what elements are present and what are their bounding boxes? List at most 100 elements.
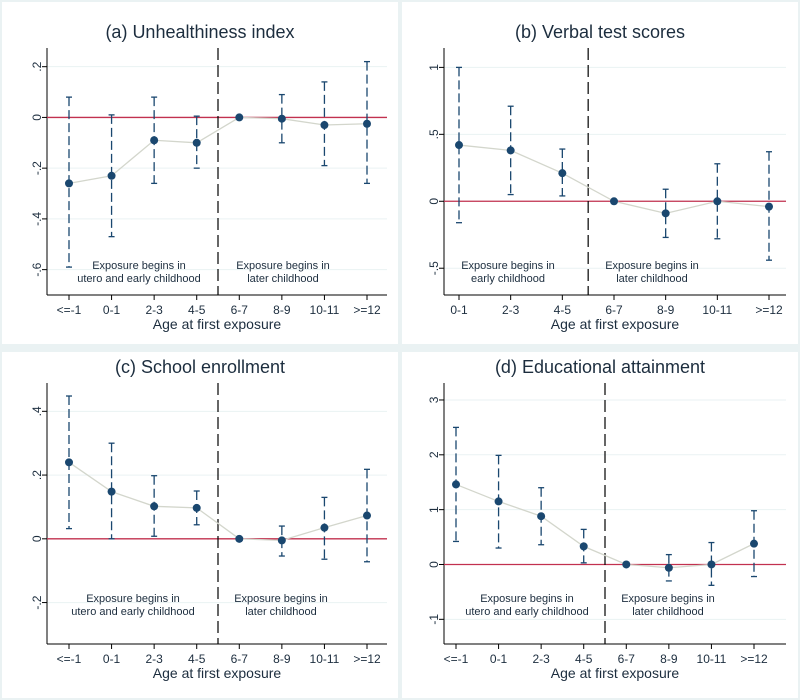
chart-title: (d) Educational attainment	[495, 357, 705, 377]
annotation-text: utero and early childhood	[77, 273, 201, 285]
panel-verbal-test-scores: (b) Verbal test scores 1 .5 0 -.5 0-1 2-3 4-5 6-…	[402, 2, 798, 344]
x-tick-label: >=12	[740, 652, 768, 666]
y-tick-label: -.5	[427, 261, 441, 275]
x-tick-label: 4-5	[575, 652, 593, 666]
y-tick-label: 2	[427, 451, 441, 458]
y-tick-label: .2	[30, 470, 44, 480]
estimate-point	[363, 511, 371, 520]
estimate-point	[107, 171, 116, 180]
estimate-point	[558, 169, 567, 178]
x-tick-label: 2-3	[145, 303, 163, 317]
y-tick-label: .2	[30, 61, 44, 71]
estimate-point	[235, 113, 244, 122]
x-tick-label: 8-9	[657, 303, 675, 317]
y-tick-label: 0	[427, 198, 441, 205]
y-tick-label: -.2	[30, 161, 44, 175]
x-axis-title: Age at first exposure	[153, 316, 282, 332]
x-axis-title: Age at first exposure	[551, 665, 680, 681]
x-tick-label: <=-1	[57, 303, 82, 317]
annotation-text: later childhood	[616, 273, 688, 285]
estimate-point	[320, 523, 329, 532]
x-axis-title: Age at first exposure	[551, 316, 680, 332]
estimate-connector-line	[68, 461, 368, 542]
y-tick-label: -.2	[30, 595, 44, 609]
annotation-text: Exposure begins in	[92, 260, 186, 272]
y-tick-label: -.6	[30, 262, 44, 276]
annotation-text: Exposure begins in	[480, 593, 574, 605]
y-tick-label: .4	[30, 406, 44, 416]
x-tick-label: 10-11	[310, 303, 340, 317]
annotation-text: later childhood	[247, 273, 319, 285]
estimate-connector-line	[68, 116, 368, 185]
x-tick-label: 6-7	[618, 652, 636, 666]
estimate-point	[664, 563, 673, 572]
x-tick-label: 8-9	[660, 652, 678, 666]
chart-school-enrollment: (c) School enrollment .4 .2 0 -.2 <=-1 0-1 2-3 4…	[30, 357, 387, 681]
x-tick-label: >=12	[755, 303, 783, 317]
x-tick-label: 2-3	[502, 303, 520, 317]
x-tick-label: 10-11	[702, 303, 732, 317]
x-tick-label: 8-9	[273, 303, 291, 317]
y-tick-label: 0	[427, 561, 441, 568]
estimate-point	[192, 503, 201, 512]
x-tick-label: 0-1	[450, 303, 468, 317]
estimate-point	[713, 197, 722, 206]
annotation-text: Exposure begins in	[605, 260, 699, 272]
y-tick-label: -.4	[30, 212, 44, 226]
x-tick-label: 8-9	[273, 652, 291, 666]
annotation-text: utero and early childhood	[465, 606, 589, 618]
x-tick-label: <=-1	[444, 652, 469, 666]
x-tick-label: 0-1	[103, 652, 121, 666]
annotation-text: utero and early childhood	[71, 606, 195, 618]
panel-educational-attainment: (d) Educational attainment 3 2 1 0 -1 <=-1 0-1 2…	[402, 352, 798, 698]
estimate-point	[277, 536, 286, 545]
annotation-text: later childhood	[632, 606, 704, 618]
estimate-point	[320, 121, 329, 130]
x-tick-label: 2-3	[532, 652, 550, 666]
annotation-text: Exposure begins in	[461, 260, 555, 272]
estimate-point	[661, 209, 670, 218]
estimate-point	[579, 542, 588, 551]
x-tick-label: 4-5	[188, 652, 206, 666]
x-tick-label: >=12	[353, 652, 381, 666]
estimate-point	[277, 114, 286, 123]
estimate-point	[455, 141, 463, 150]
estimate-point	[537, 512, 546, 521]
y-tick-label: 3	[427, 396, 441, 403]
estimate-point	[707, 560, 716, 569]
chart-unhealthiness-index: (a) Unhealthiness index .2 0 -.2 -.4 -.6 <=-1 0…	[30, 22, 387, 332]
annotation-text: Exposure begins in	[621, 593, 715, 605]
x-tick-label: 10-11	[310, 652, 340, 666]
estimate-connector-line	[455, 483, 755, 569]
estimate-point	[765, 202, 773, 211]
x-axis-title: Age at first exposure	[153, 665, 282, 681]
annotation-text: later childhood	[245, 606, 317, 618]
y-tick-label: -1	[427, 614, 441, 625]
x-tick-label: <=-1	[57, 652, 82, 666]
x-tick-label: 6-7	[231, 652, 249, 666]
annotation-text: Exposure begins in	[86, 593, 180, 605]
estimate-point	[494, 497, 503, 506]
x-tick-label: 2-3	[145, 652, 163, 666]
chart-title: (b) Verbal test scores	[515, 22, 685, 42]
estimate-point	[610, 197, 618, 206]
chart-title: (c) School enrollment	[115, 357, 285, 377]
estimate-point	[150, 136, 159, 145]
y-tick-label: 0	[30, 535, 44, 542]
x-tick-label: 0-1	[103, 303, 121, 317]
y-tick-label: 1	[427, 506, 441, 513]
annotation-text: early childhood	[471, 273, 545, 285]
estimate-point	[452, 480, 460, 489]
estimate-point	[192, 138, 201, 147]
chart-verbal-test-scores: (b) Verbal test scores 1 .5 0 -.5 0-1 2-3 4-5 6-…	[427, 22, 786, 332]
estimate-point	[363, 119, 371, 128]
x-tick-label: 4-5	[554, 303, 572, 317]
annotation-text: Exposure begins in	[236, 260, 330, 272]
estimate-point	[235, 534, 244, 543]
chart-title: (a) Unhealthiness index	[105, 22, 294, 42]
estimate-point	[150, 502, 159, 511]
x-tick-label: 6-7	[231, 303, 249, 317]
y-tick-label: 0	[30, 114, 44, 121]
